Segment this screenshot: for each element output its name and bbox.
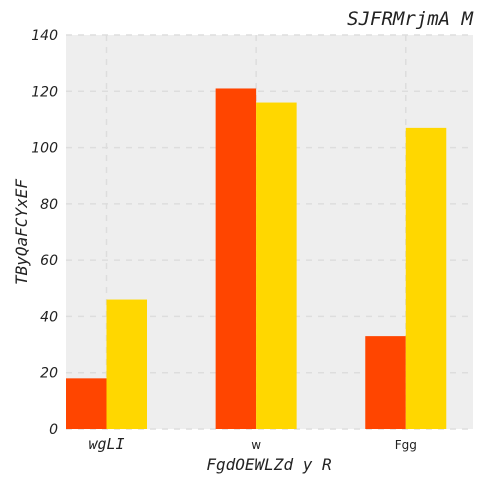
- y-tick-label: 140: [31, 28, 58, 44]
- y-tick-label: 120: [31, 84, 58, 100]
- bar-series2-0: [107, 300, 148, 429]
- bar-series1-0: [66, 378, 107, 429]
- y-tick-label: 100: [31, 141, 58, 157]
- bar-series1-1: [216, 88, 257, 429]
- chart-title: SJFRMrjmA M: [347, 8, 473, 30]
- y-tick-label: 80: [40, 197, 58, 213]
- y-axis-ticks: 0 20 40 60 80 100 120 140: [31, 28, 58, 438]
- y-tick-label: 0: [49, 422, 58, 438]
- bar-series2-1: [256, 103, 297, 429]
- y-tick-label: 60: [40, 253, 58, 269]
- bar-series2-2: [406, 128, 447, 429]
- x-tick-label: w: [251, 438, 261, 452]
- bar-series1-2: [365, 336, 406, 429]
- y-tick-label: 20: [40, 366, 58, 382]
- x-axis-label: FgdOEWLZd y R: [206, 455, 331, 474]
- y-axis-label: TByQaFCYxEF: [12, 179, 31, 285]
- x-axis-ticks: wgLI w Fgg: [88, 435, 416, 453]
- x-tick-label: wgLI: [88, 435, 124, 453]
- y-tick-label: 40: [40, 309, 58, 325]
- x-tick-label: Fgg: [395, 438, 417, 452]
